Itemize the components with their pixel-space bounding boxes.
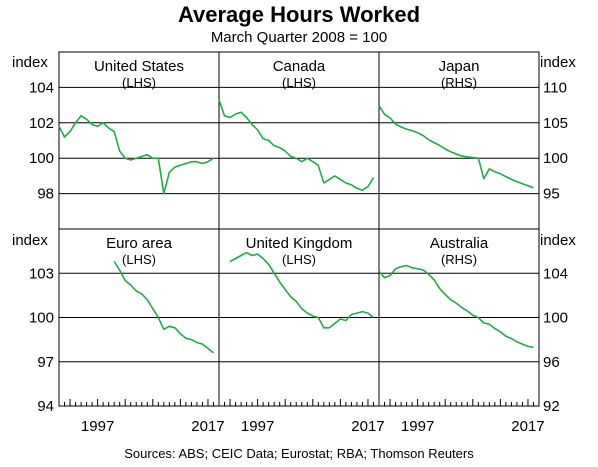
y-tick-label-left: 104 bbox=[29, 79, 54, 96]
series-line-euro-area bbox=[113, 261, 214, 354]
right-axis-label-bottom: index bbox=[540, 232, 576, 249]
y-tick-label-left: 94 bbox=[37, 398, 54, 415]
axis-ticks bbox=[64, 399, 534, 406]
x-tick-label: 1997 bbox=[81, 418, 114, 435]
panel-title: Australia bbox=[430, 235, 489, 252]
x-tick-label: 2017 bbox=[511, 418, 544, 435]
panel-frames bbox=[58, 51, 540, 407]
series-line-japan bbox=[378, 105, 534, 189]
panel-title: Euro area bbox=[106, 235, 173, 252]
x-tick-label: 1997 bbox=[241, 418, 274, 435]
x-tick-label: 1997 bbox=[401, 418, 434, 435]
y-tick-label-right: 105 bbox=[543, 115, 568, 132]
y-tick-label-left: 103 bbox=[29, 265, 54, 282]
y-tick-label-right: 110 bbox=[543, 79, 567, 96]
y-tick-label-left: 102 bbox=[29, 115, 54, 132]
panel-axis-side: (LHS) bbox=[282, 75, 316, 90]
panel-axis-side: (LHS) bbox=[282, 252, 316, 267]
y-tick-label-left: 100 bbox=[29, 310, 54, 327]
left-axis-label-top: index bbox=[12, 54, 48, 71]
left-axis-label-bottom: index bbox=[12, 232, 48, 249]
source-note: Sources: ABS; CEIC Data; Eurostat; RBA; … bbox=[124, 446, 474, 461]
x-tick-label: 2017 bbox=[191, 418, 224, 435]
y-tick-label-right: 95 bbox=[543, 186, 560, 203]
y-tick-label-right: 96 bbox=[543, 354, 560, 371]
panel-title: United States bbox=[94, 58, 184, 75]
right-axis-label-top: index bbox=[540, 54, 576, 71]
series-line-australia bbox=[378, 264, 534, 349]
panel-titles: United States(LHS)Canada(LHS)Japan(RHS)E… bbox=[94, 58, 489, 267]
series-line-united-kingdom bbox=[229, 251, 374, 329]
panel-axis-side: (LHS) bbox=[122, 75, 156, 90]
series-lines bbox=[58, 99, 534, 354]
panel-title: United Kingdom bbox=[246, 235, 353, 252]
y-tick-label-left: 98 bbox=[37, 186, 54, 203]
y-tick-label-left: 97 bbox=[37, 354, 54, 371]
panel-title: Japan bbox=[439, 58, 480, 75]
chart-title: Average Hours Worked bbox=[178, 2, 420, 27]
y-tick-label-right: 104 bbox=[543, 265, 568, 282]
y-tick-label-right: 100 bbox=[543, 150, 568, 167]
y-tick-label-right: 92 bbox=[543, 398, 560, 415]
y-tick-label-left: 100 bbox=[29, 150, 54, 167]
panel-title: Canada bbox=[273, 58, 326, 75]
x-tick-label: 2017 bbox=[351, 418, 384, 435]
panel-gridlines bbox=[59, 86, 539, 363]
panel-axis-side: (RHS) bbox=[441, 75, 477, 90]
series-line-canada bbox=[218, 99, 375, 191]
panel-axis-side: (RHS) bbox=[441, 252, 477, 267]
chart-subtitle: March Quarter 2008 = 100 bbox=[211, 29, 387, 46]
series-line-united-states bbox=[58, 114, 214, 195]
panel-axis-side: (LHS) bbox=[122, 252, 156, 267]
tick-labels: 104 102 100 98 110 105 100 95 103 100 97 94 104 100 96… bbox=[29, 79, 568, 435]
y-tick-label-right: 100 bbox=[543, 310, 568, 327]
